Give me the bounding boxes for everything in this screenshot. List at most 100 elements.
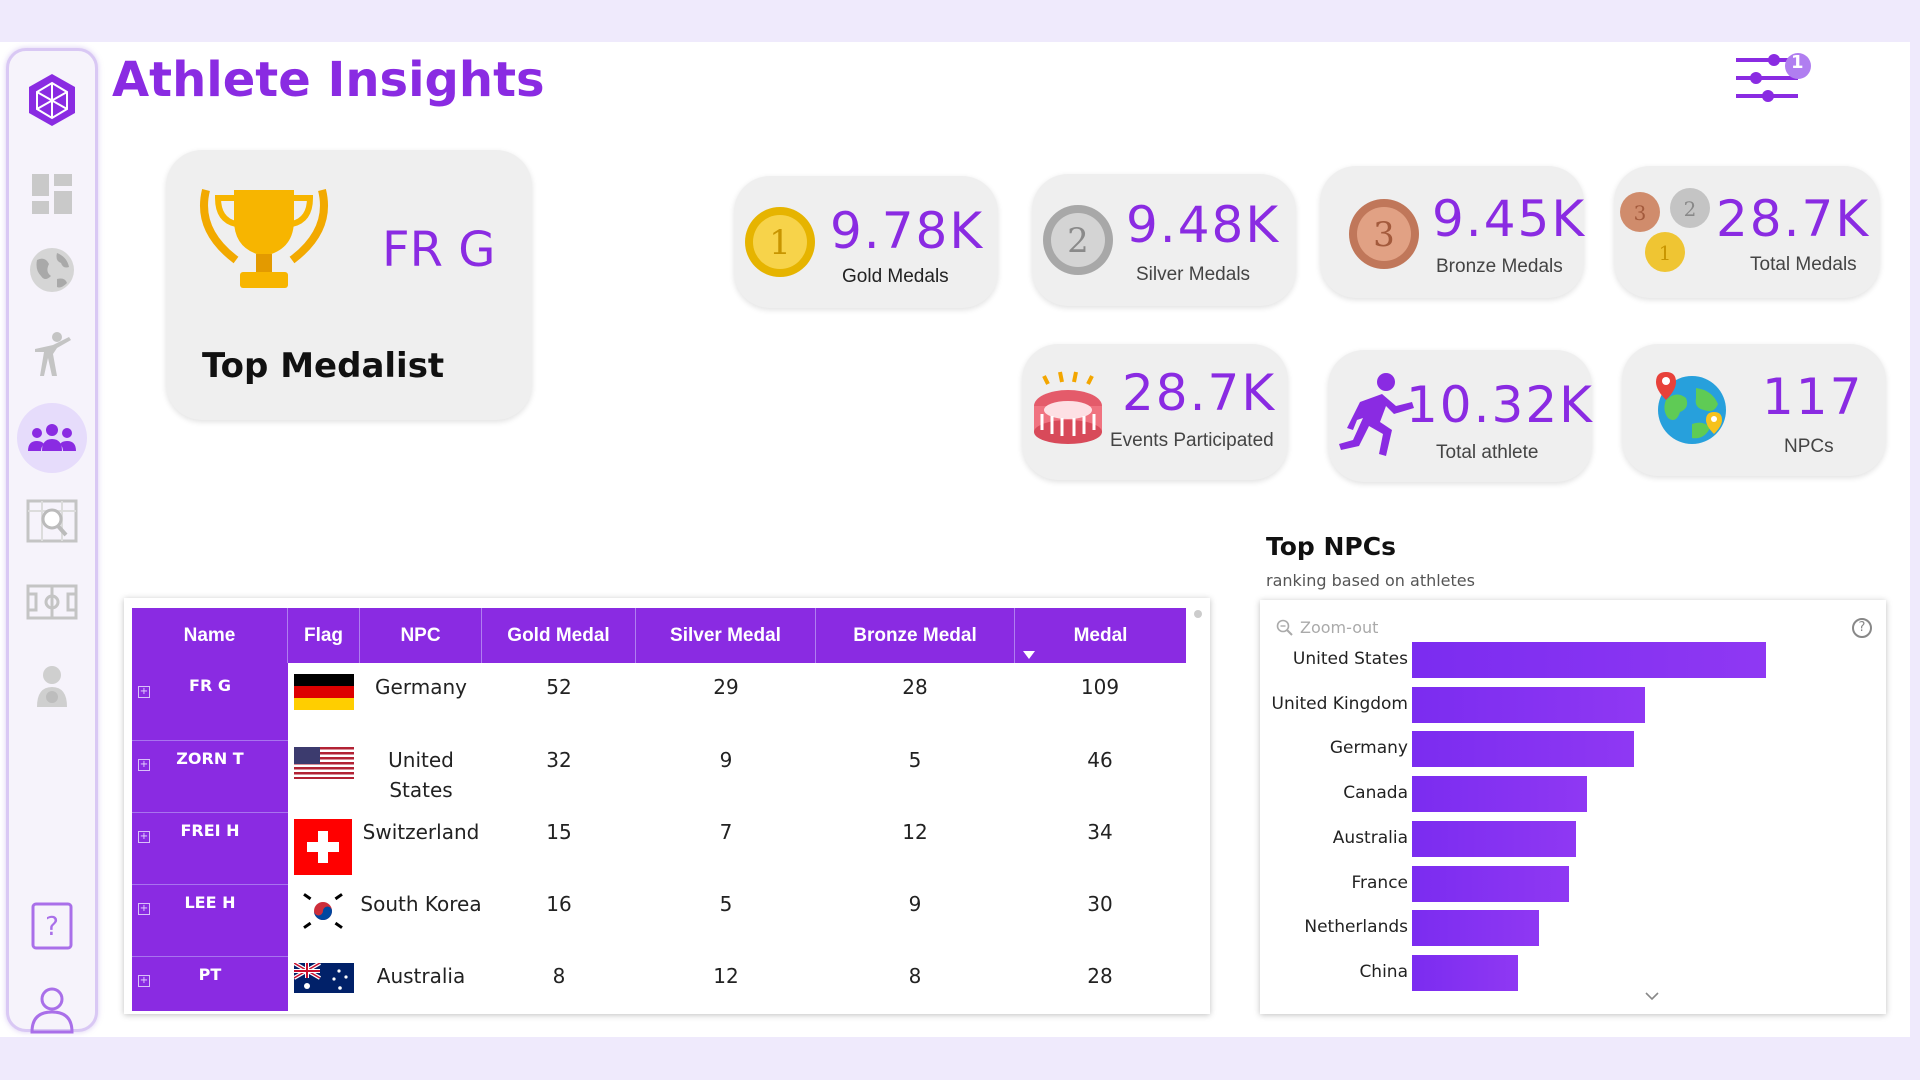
svg-text:3: 3 (1373, 215, 1395, 255)
bronze-card: 3 9.45K Bronze Medals (1320, 166, 1584, 298)
zoom-out-icon (1276, 619, 1293, 636)
row-name: FREI H (180, 821, 240, 840)
chart-title: Top NPCs (1266, 532, 1396, 561)
table-row[interactable]: + ZORN T United States 32 9 5 46 (132, 741, 1186, 813)
athletes-value: 10.32K (1406, 376, 1594, 434)
filter-badge: 1 (1791, 52, 1804, 73)
trophy-icon (184, 180, 344, 304)
name-column (132, 663, 288, 1011)
row-medal: 34 (1087, 820, 1113, 844)
table-row[interactable]: + LEE H South Korea 16 5 9 30 (132, 885, 1186, 957)
expand-icon[interactable]: + (138, 831, 150, 843)
sort-desc-icon[interactable] (1023, 651, 1035, 659)
row-gold: 16 (546, 892, 572, 916)
row-npc: Germany (375, 675, 467, 699)
table-header: Name Flag NPC Gold Medal Silver Medal Br… (132, 608, 1186, 663)
chart-help-icon[interactable]: ? (1852, 618, 1872, 638)
bronze-label: Bronze Medals (1436, 256, 1563, 277)
expand-icon[interactable]: + (138, 903, 150, 915)
zoom-out-button[interactable]: Zoom-out (1276, 618, 1378, 637)
header-gold[interactable]: Gold Medal (482, 608, 636, 663)
expand-icon[interactable]: + (138, 759, 150, 771)
row-divider (132, 884, 288, 885)
header-flag[interactable]: Flag (288, 608, 360, 663)
events-value: 28.7K (1122, 364, 1277, 422)
gold-medal-icon: 1 (742, 204, 818, 284)
row-medal: 46 (1087, 748, 1113, 772)
bronze-medal-icon: 3 (1346, 196, 1422, 276)
row-gold: 32 (546, 748, 572, 772)
row-bronze: 5 (908, 748, 922, 772)
header-medal-label: Medal (1073, 624, 1128, 646)
bar[interactable] (1412, 865, 1570, 902)
bar[interactable] (1412, 642, 1766, 678)
scrollbar-thumb[interactable] (1194, 610, 1202, 618)
row-name: LEE H (184, 893, 236, 912)
dashboard-icon[interactable] (17, 159, 87, 229)
bar-label: Australia (1332, 827, 1408, 848)
bar[interactable] (1412, 776, 1588, 813)
row-bronze: 8 (908, 964, 922, 988)
field-icon[interactable] (17, 567, 87, 637)
events-card: 28.7K Events Participated (1022, 344, 1288, 480)
row-silver: 9 (719, 748, 733, 772)
row-bronze: 28 (902, 675, 928, 699)
row-npc: Australia (376, 964, 466, 988)
search-map-icon[interactable] (17, 487, 87, 557)
gold-value: 9.78K (830, 202, 985, 260)
bar-label: Canada (1343, 783, 1408, 804)
bar[interactable] (1412, 910, 1540, 947)
row-silver: 29 (713, 675, 739, 699)
header-npc[interactable]: NPC (360, 608, 482, 663)
table-row[interactable]: + PT Australia 8 12 8 28 (132, 957, 1186, 1011)
runner-icon (1336, 372, 1416, 462)
npcs-label: NPCs (1784, 436, 1834, 457)
row-medal: 30 (1087, 892, 1113, 916)
chevron-down-icon[interactable] (1644, 988, 1660, 1004)
team-icon[interactable] (17, 403, 87, 473)
svg-text:2: 2 (1684, 197, 1697, 221)
filter-button[interactable]: 1 (1728, 48, 1818, 108)
bronze-value: 9.45K (1432, 190, 1587, 248)
globe-icon[interactable] (17, 235, 87, 305)
row-name: PT (198, 965, 222, 984)
medalist-icon[interactable] (17, 653, 87, 723)
usa-flag-icon (294, 747, 354, 785)
bar[interactable] (1412, 954, 1518, 991)
svg-text:1: 1 (1659, 241, 1672, 265)
events-label: Events Participated (1110, 430, 1274, 451)
header-medal[interactable]: Medal (1014, 608, 1186, 663)
table-row[interactable]: + FREI H Switzerland 15 7 12 34 (132, 813, 1186, 885)
npcs-value: 117 (1762, 368, 1864, 426)
gold-card: 1 9.78K Gold Medals (734, 176, 998, 308)
help-icon[interactable]: ? (17, 891, 87, 961)
athlete-icon[interactable] (17, 319, 87, 389)
total-medals-value: 28.7K (1716, 190, 1871, 248)
medals-stack-icon: 3 2 1 (1618, 184, 1714, 284)
user-icon[interactable] (17, 975, 87, 1045)
bar[interactable] (1412, 820, 1577, 857)
bar[interactable] (1412, 686, 1645, 723)
total-medals-label: Total Medals (1750, 254, 1857, 275)
australia-flag-icon (293, 961, 354, 993)
table-row[interactable]: + FR G Germany 52 29 28 109 (132, 668, 1186, 740)
expand-icon[interactable]: + (138, 686, 150, 698)
expand-icon[interactable]: + (138, 975, 150, 987)
svg-text:3: 3 (1634, 201, 1647, 225)
germany-flag-icon (294, 674, 354, 712)
total-medals-card: 3 2 1 28.7K Total Medals (1614, 166, 1880, 298)
header-name[interactable]: Name (132, 608, 288, 663)
svg-text:2: 2 (1067, 221, 1089, 261)
row-divider (132, 740, 288, 741)
svg-text:?: ? (45, 912, 59, 942)
chart-subtitle: ranking based on athletes (1266, 571, 1475, 590)
row-name: ZORN T (176, 749, 244, 768)
bar-label: United Kingdom (1271, 693, 1408, 714)
row-medal: 28 (1087, 964, 1113, 988)
bar-label: China (1359, 961, 1408, 982)
logo-icon[interactable] (17, 65, 87, 135)
header-silver[interactable]: Silver Medal (636, 608, 816, 663)
bar[interactable] (1412, 731, 1634, 768)
row-divider (132, 956, 288, 957)
header-bronze[interactable]: Bronze Medal (853, 624, 977, 646)
